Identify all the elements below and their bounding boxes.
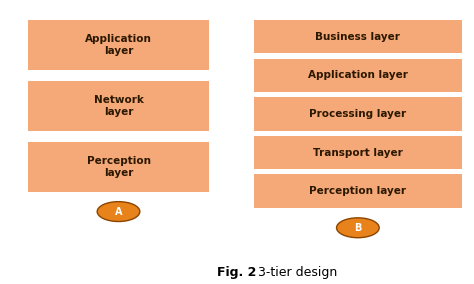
Ellipse shape [337, 218, 379, 238]
Text: B: B [354, 223, 362, 233]
Text: Network
layer: Network layer [93, 95, 144, 117]
FancyBboxPatch shape [28, 20, 209, 70]
Text: Application layer: Application layer [308, 70, 408, 80]
Text: Perception layer: Perception layer [310, 186, 406, 196]
FancyBboxPatch shape [254, 20, 462, 53]
Text: Perception
layer: Perception layer [86, 156, 151, 178]
Text: Processing layer: Processing layer [310, 109, 406, 119]
FancyBboxPatch shape [28, 142, 209, 192]
Text: Fig. 2: Fig. 2 [217, 266, 257, 279]
Text: Transport layer: Transport layer [313, 147, 403, 158]
FancyBboxPatch shape [254, 136, 462, 169]
Text: Application
layer: Application layer [85, 34, 152, 56]
Text: Business layer: Business layer [315, 32, 401, 42]
FancyBboxPatch shape [254, 97, 462, 131]
Text: 3-tier design: 3-tier design [254, 266, 337, 279]
FancyBboxPatch shape [254, 174, 462, 208]
Ellipse shape [97, 202, 140, 222]
FancyBboxPatch shape [28, 81, 209, 131]
FancyBboxPatch shape [254, 59, 462, 92]
Text: A: A [115, 206, 122, 217]
